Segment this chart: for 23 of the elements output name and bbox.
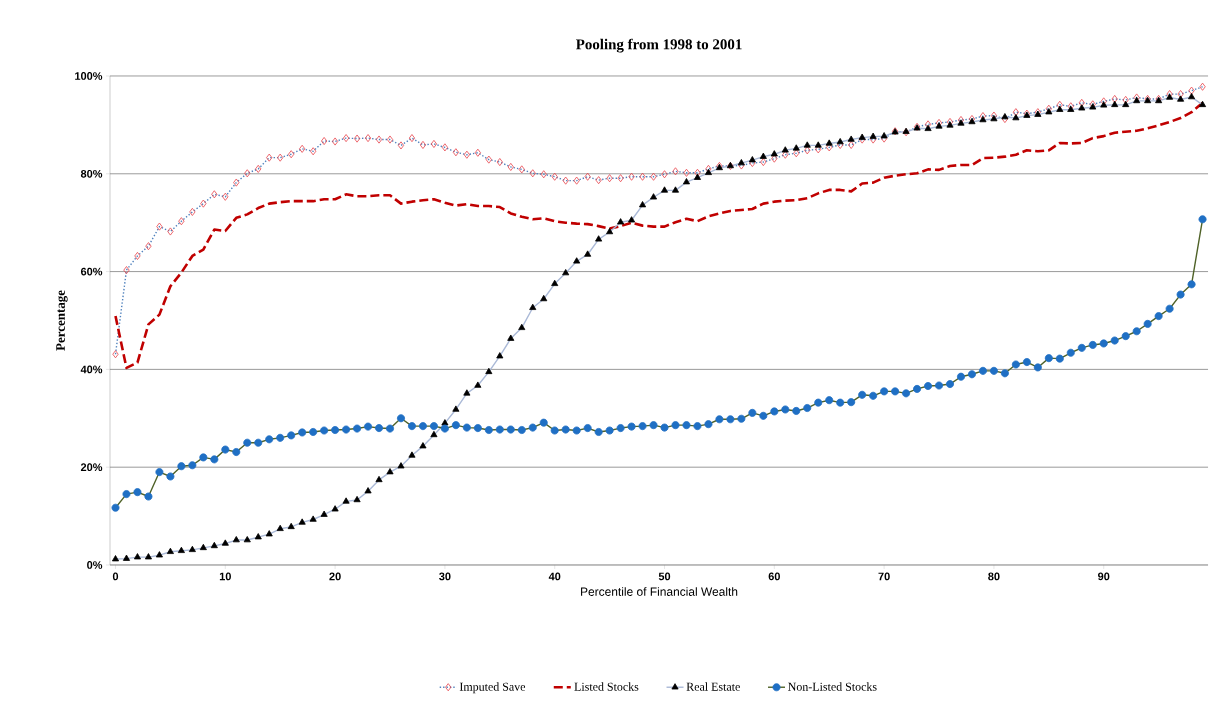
- y-tick-label: 100%: [75, 72, 103, 80]
- y-tick-label: 80%: [80, 169, 103, 178]
- x-tick-label: 50: [658, 572, 671, 581]
- y-tick-label: 40%: [80, 365, 103, 374]
- x-axis-title: Percentile of Financial Wealth: [581, 587, 738, 596]
- x-tick-label: 60: [768, 572, 780, 581]
- y-axis-title: Percentage: [56, 290, 68, 351]
- x-tick-label: 10: [219, 572, 231, 581]
- legend-label: Real Estate: [686, 682, 740, 691]
- x-tick-label: 20: [329, 572, 341, 581]
- legend-label: Imputed Save: [459, 682, 526, 694]
- legend-label: Non-Listed Stocks: [788, 682, 877, 691]
- x-tick-label: 0: [112, 572, 119, 581]
- chart-title: Pooling from 1998 to 2001: [575, 38, 742, 53]
- y-tick-label: 0%: [87, 561, 103, 569]
- x-tick-label: 80: [988, 572, 1000, 581]
- x-tick-label: 90: [1098, 572, 1110, 581]
- x-tick-label: 70: [878, 572, 890, 581]
- legend-label: Listed Stocks: [574, 682, 639, 691]
- x-tick-label: 30: [439, 572, 451, 581]
- y-tick-label: 20%: [80, 463, 103, 472]
- y-tick-label: 60%: [80, 267, 103, 276]
- x-tick-label: 40: [548, 572, 561, 581]
